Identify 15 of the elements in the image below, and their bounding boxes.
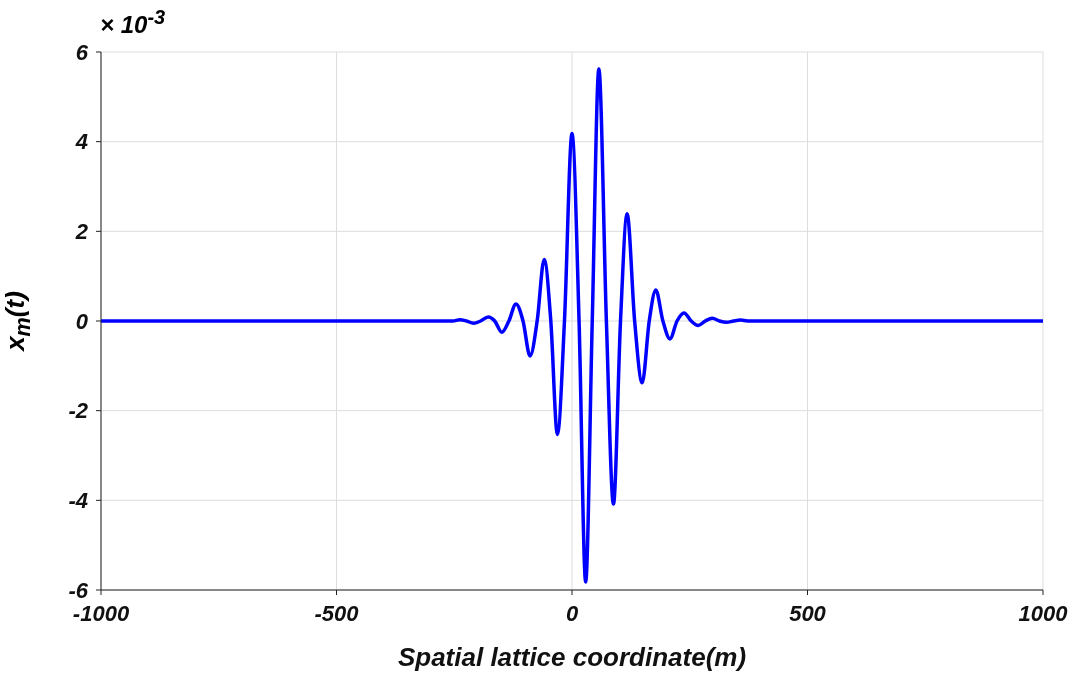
x-tick-label: 500 bbox=[789, 600, 827, 626]
y-tick-label: -6 bbox=[68, 577, 89, 603]
text: × 10$^{-3}$ bbox=[100, 6, 166, 39]
x-tick-label: 1000 bbox=[1018, 600, 1069, 626]
y-tick-label: -2 bbox=[68, 398, 89, 424]
x-tick-label: 0 bbox=[565, 600, 579, 626]
x-axis-title: Spatial lattice coordinate(m) bbox=[397, 642, 747, 672]
y-tick-label: 2 bbox=[74, 219, 89, 245]
x-tick-label: -500 bbox=[314, 600, 360, 626]
y-tick-label: 4 bbox=[74, 129, 88, 155]
y-tick-label: -4 bbox=[68, 488, 88, 514]
y-tick-label: 6 bbox=[75, 39, 89, 65]
line-series bbox=[101, 67, 1043, 584]
y-tick-label: 0 bbox=[75, 308, 89, 334]
x-tick-label: -1000 bbox=[72, 600, 130, 626]
